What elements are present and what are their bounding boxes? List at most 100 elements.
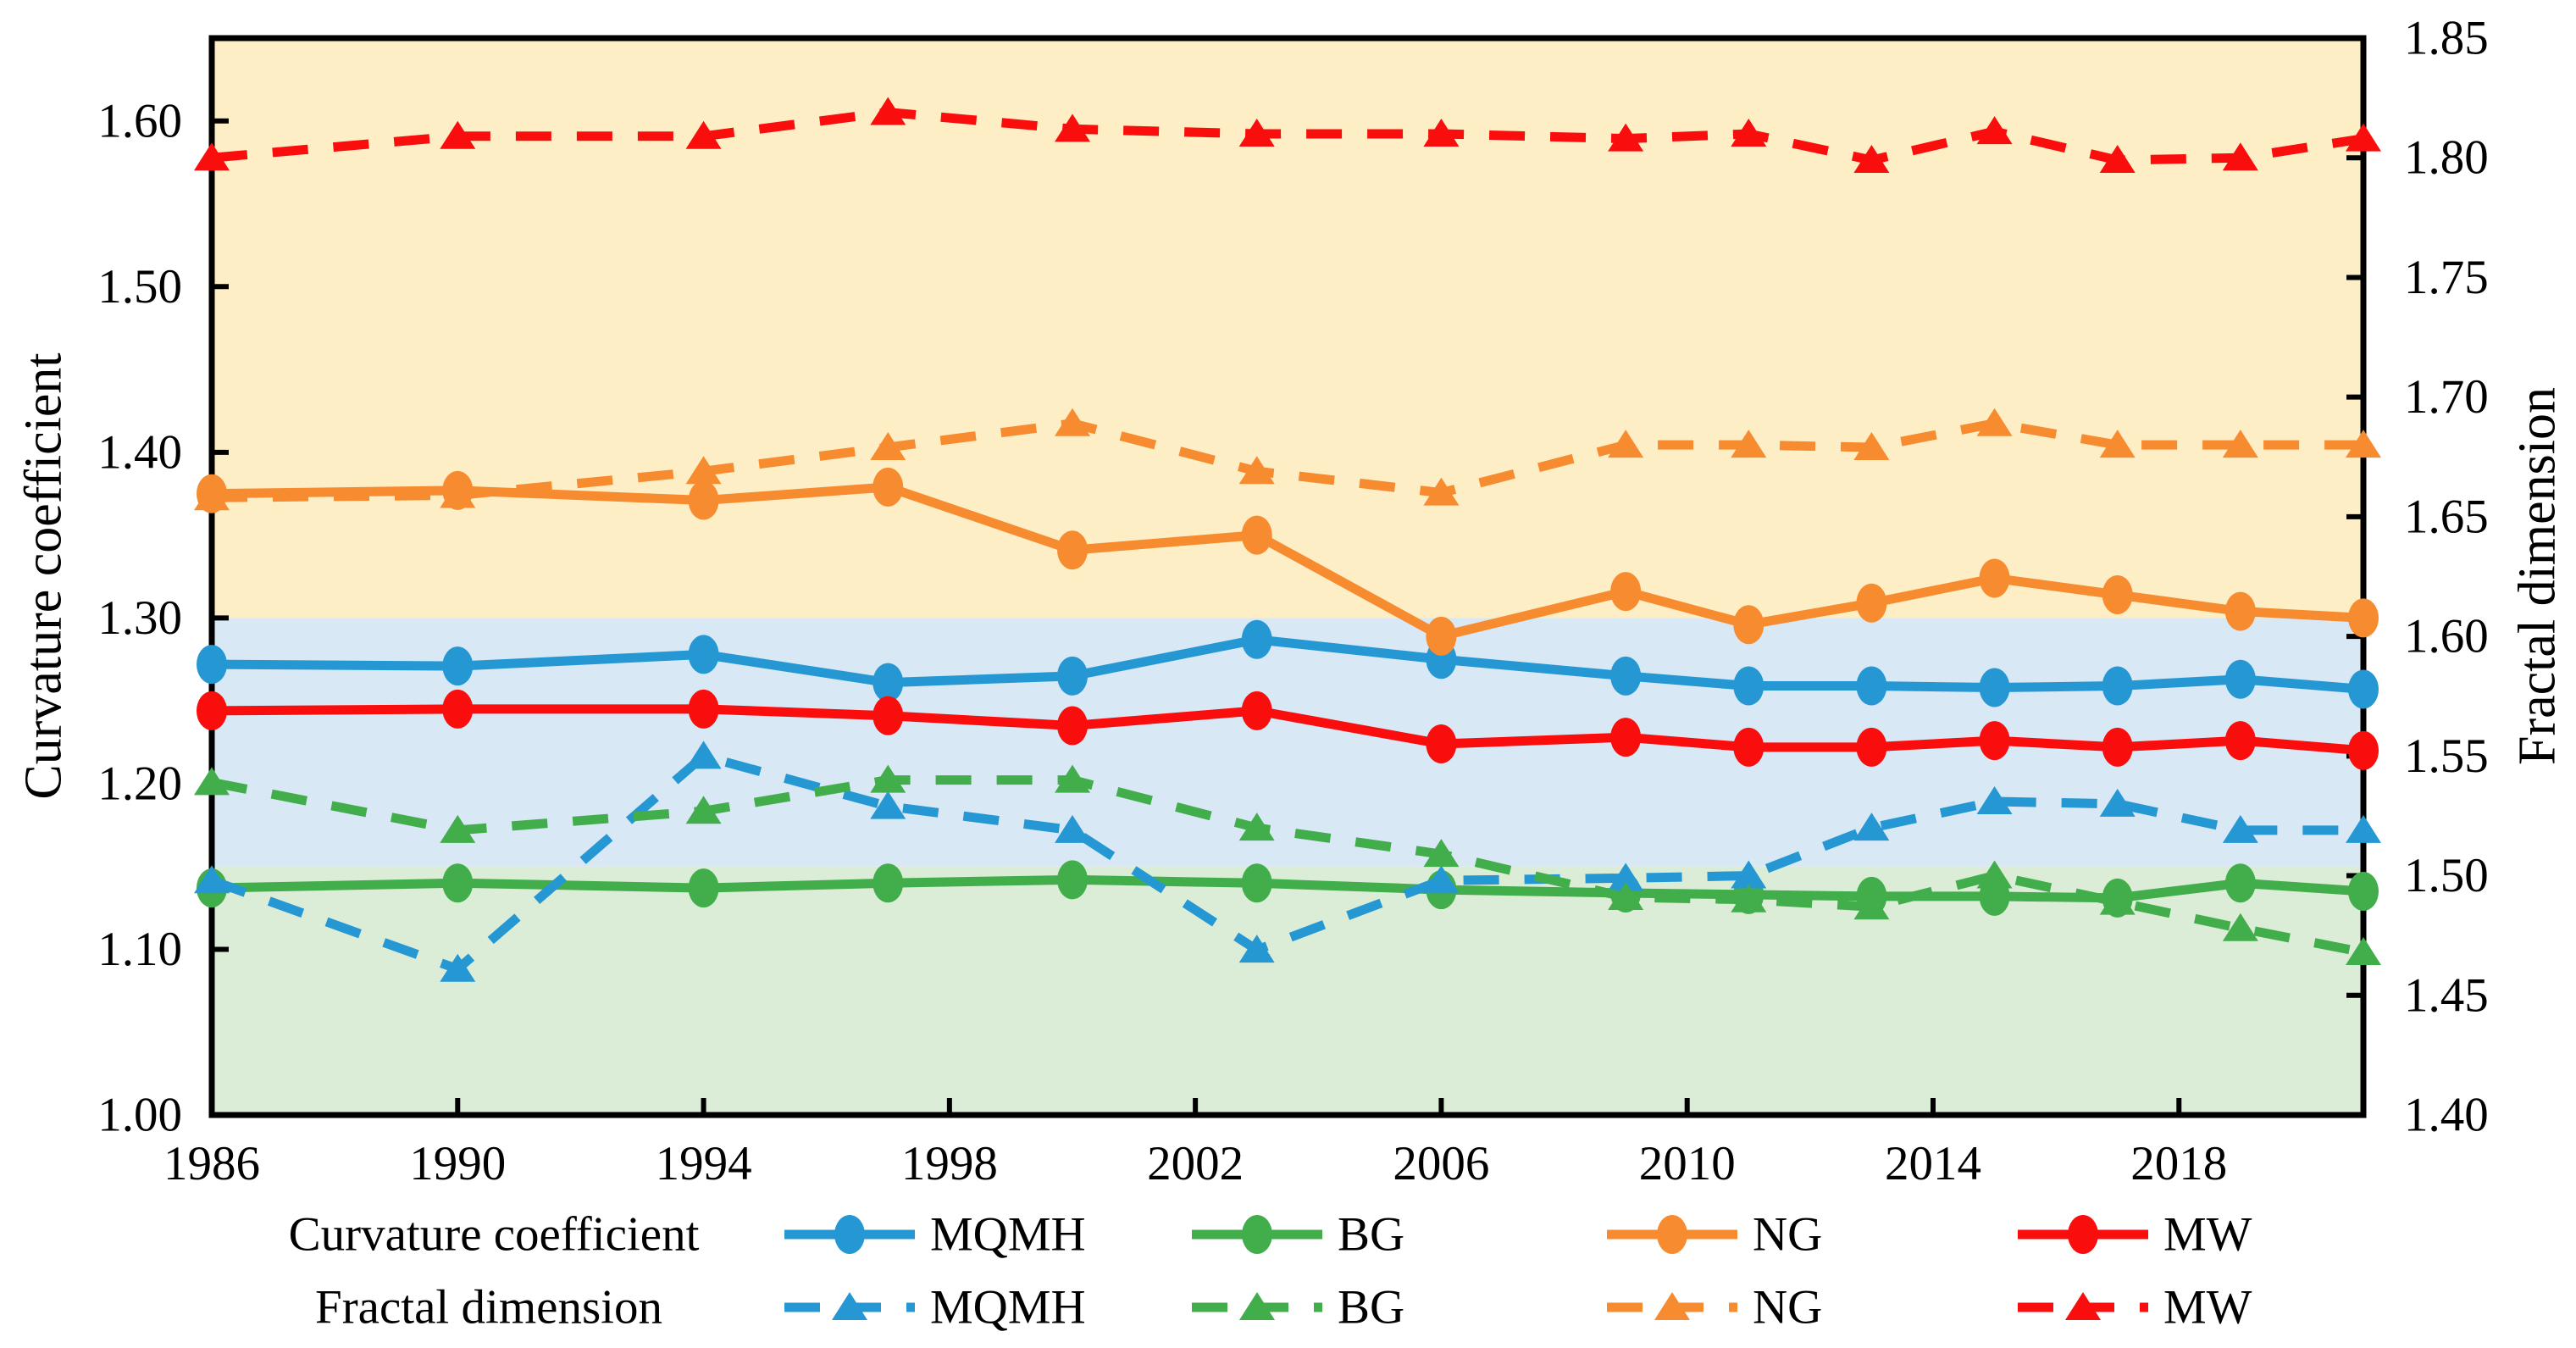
legend-entry-label: MQMH [930,1208,1086,1262]
series-curvature-MW-marker [1057,706,1088,746]
series-curvature-BG-marker [442,863,474,903]
series-fractal-NG-marker [1055,408,1090,436]
series-curvature-BG-marker [873,863,904,903]
series-curvature-NG [197,467,2379,656]
legend-entry-curvature-MQMH: MQMH [784,1208,1086,1262]
x-axis-tick-label: 1990 [409,1137,506,1190]
legend-entry-fractal-MW: MW [2018,1281,2252,1334]
left-axis-title: Curvature coefficient [14,352,73,800]
series-fractal-BG-marker [1423,839,1460,868]
series-fractal-MW-marker [2222,142,2258,171]
legend-entry-label: BG [1338,1208,1404,1262]
legend-swatch-marker [1239,1292,1275,1320]
series-fractal-NG-marker [1853,431,1890,460]
legend: MQMH BG NG MW MQMH BG NG MW [784,1208,2252,1334]
series-fractal-NG-marker [685,456,722,485]
series-curvature-BG-marker [1241,863,1272,903]
legend-entry-label: MW [2163,1208,2252,1262]
series-curvature-MQMH-marker [197,645,227,685]
right-axis-tick-label: 1.70 [2404,370,2489,424]
series-fractal-MQMH-marker [1238,935,1275,963]
series-curvature-MQMH [197,619,2379,709]
series-curvature-NG-marker [1856,583,1887,623]
series-fractal-BG-marker [440,814,476,843]
x-axis-tick-label: 2002 [1147,1137,1244,1190]
x-axis-tick-label: 1986 [163,1137,260,1190]
series-curvature-BG-marker [1057,860,1088,900]
series-curvature-NG-marker [1979,558,2010,598]
legend-entry-curvature-MW: MW [2018,1208,2252,1262]
series-curvature-MQMH-marker [1733,666,1764,706]
legend-swatch-marker [832,1292,867,1320]
upper-tan-band [212,38,2363,619]
series-fractal-NG [194,408,2381,511]
series-fractal-BG-marker [1731,884,1767,913]
left-axis-tick-label: 1.60 [97,94,182,147]
series-fractal-MW-marker [1423,118,1460,147]
right-axis-tick-label: 1.45 [2404,968,2489,1022]
series-line-fractal-BG [210,775,2365,957]
series-fractal-NG-marker [1976,408,2013,436]
series-fractal-NG-marker [1238,456,1275,485]
legend-swatch-marker [1657,1215,1687,1254]
series-curvature-NG-marker [1057,530,1088,570]
series-curvature-MW-marker [1610,718,1642,757]
series-fractal-MW-marker [1731,118,1767,147]
x-axis-tick-label: 2018 [2130,1137,2227,1190]
series-fractal-MW-marker [194,142,230,171]
series-curvature-MW-marker [1733,727,1764,767]
legend-swatch-marker [2065,1292,2101,1320]
legend-entry-label: BG [1338,1281,1404,1334]
axis-tick-labels: 1.00 1.10 1.20 1.30 1.40 1.50 1.60 1.40 1.45 1.50… [97,12,2489,1191]
series-fractal-NG-marker [1608,430,1644,458]
x-axis-tick-label: 2014 [1885,1137,1981,1190]
series-curvature-NG-marker [2224,591,2256,631]
plot-frame [208,35,2367,1118]
series-fractal-BG-marker [2222,913,2258,941]
series-fractal-BG-marker [194,767,230,796]
series-fractal-MW-marker [685,120,722,149]
series-line-curvature-MQMH [211,635,2364,694]
series-fractal-BG-marker [2346,936,2381,965]
series-curvature-NG-marker [873,467,904,507]
series-fractal-MW-marker [2099,145,2136,174]
series-fractal-MW-marker [1055,114,1090,142]
left-axis-tick-label: 1.40 [97,425,182,479]
left-axis-tick-label: 1.10 [97,923,182,976]
series-curvature-MW-marker [2102,727,2133,767]
series-fractal-MQMH-marker [1853,813,1890,841]
series-fractal-NG-marker [2222,430,2258,458]
series-fractal-NG-marker [870,431,906,460]
series-fractal-BG-marker [1238,813,1275,841]
series-curvature-MQMH-marker [442,646,474,686]
series-fractal-MW-marker [870,97,906,125]
series-fractal-MW-marker [1608,123,1644,152]
series-fractal-MQMH-marker [1731,860,1767,889]
series-fractal-MW-marker [1238,118,1275,147]
series-fractal-NG-marker [2346,430,2381,458]
series-curvature-MQMH-marker [1241,619,1272,659]
series-curvature-NG-marker [1426,616,1457,656]
left-axis-tick-label: 1.20 [97,757,182,810]
series-curvature-MW-marker [1979,721,2010,761]
series-curvature-NG-marker [2348,598,2379,638]
series-fractal-MQMH [194,741,2381,982]
series-fractal-NG-marker [194,482,230,511]
legend-swatch-marker [834,1215,865,1254]
series-curvature-MW [197,689,2379,770]
series-curvature-MQMH-marker [1979,668,2010,707]
left-axis-tick-label: 1.50 [97,260,182,313]
legend-entry-label: NG [1753,1281,1822,1334]
x-axis-tick-label: 1998 [901,1137,998,1190]
legend-entry-label: MQMH [930,1281,1086,1334]
series-fractal-MQMH-marker [870,790,906,819]
series-fractal-BG-marker [1976,860,2013,889]
right-axis-tick-label: 1.60 [2404,610,2489,663]
series-fractal-MQMH-marker [2222,814,2258,843]
series-line-fractal-MQMH [210,751,2363,974]
series-line-curvature-NG [211,482,2364,641]
series-curvature-NG-marker [688,480,719,520]
series-curvature-MQMH-marker [688,635,719,674]
right-axis-tick-label: 1.65 [2404,490,2489,543]
series-curvature-MW-marker [197,691,227,730]
